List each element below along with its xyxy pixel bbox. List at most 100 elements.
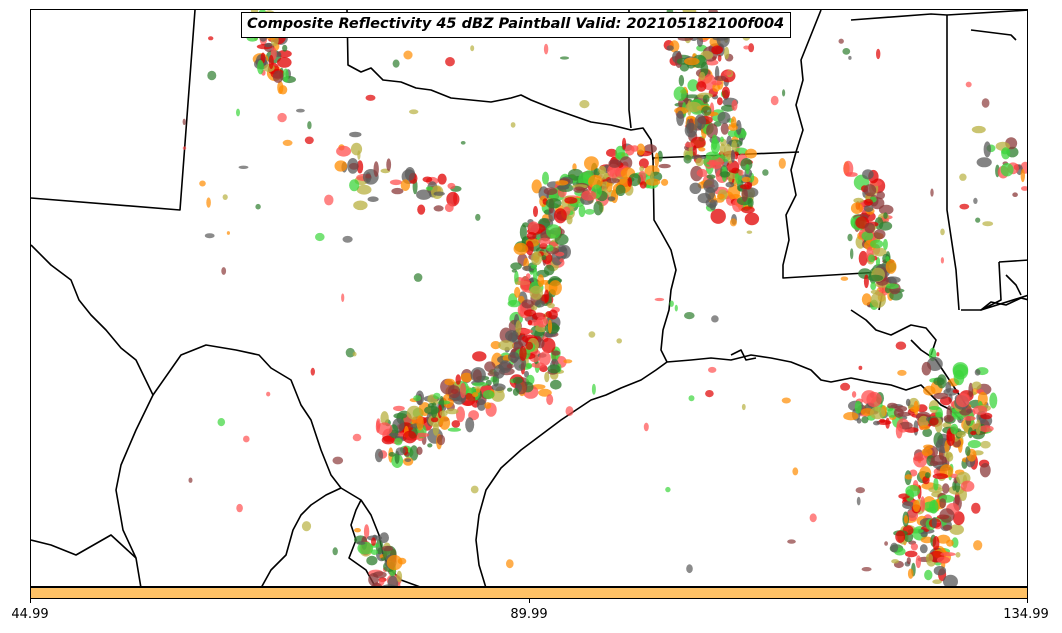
reflectivity-blob <box>445 408 459 415</box>
reflectivity-blob <box>891 559 899 564</box>
reflectivity-blob <box>447 182 456 190</box>
reflectivity-blob <box>726 135 732 147</box>
reflectivity-blob <box>963 416 976 421</box>
reflectivity-blob <box>932 473 949 480</box>
reflectivity-blob <box>858 250 868 266</box>
reflectivity-blob <box>545 311 552 318</box>
reflectivity-blob <box>433 205 444 212</box>
reflectivity-blob <box>1000 163 1014 177</box>
reflectivity-blob <box>868 254 875 263</box>
reflectivity-blob <box>507 351 520 363</box>
reflectivity-blob <box>863 205 874 212</box>
reflectivity-blob <box>696 168 708 178</box>
reflectivity-blob <box>277 50 292 58</box>
reflectivity-blob <box>741 176 751 183</box>
reflectivity-blob <box>514 270 519 285</box>
reflectivity-blob <box>717 111 731 124</box>
reflectivity-blob <box>393 412 408 419</box>
reflectivity-blob <box>738 169 744 176</box>
reflectivity-blob <box>710 139 721 155</box>
reflectivity-blob <box>433 191 445 196</box>
reflectivity-blob <box>430 402 438 419</box>
reflectivity-blob <box>743 45 750 50</box>
reflectivity-blob <box>264 42 273 48</box>
reflectivity-blob <box>526 232 537 240</box>
reflectivity-blob <box>728 124 738 131</box>
reflectivity-blob <box>695 157 704 167</box>
reflectivity-blob <box>936 556 951 564</box>
reflectivity-blob <box>723 70 732 76</box>
reflectivity-blob <box>447 385 461 399</box>
reflectivity-blob <box>455 374 461 385</box>
reflectivity-blob <box>716 193 725 200</box>
reflectivity-blob <box>906 557 911 565</box>
reflectivity-blob <box>884 541 888 546</box>
reflectivity-blob <box>460 141 466 145</box>
reflectivity-blob <box>425 186 433 191</box>
reflectivity-blob <box>1021 186 1027 191</box>
reflectivity-blob <box>744 148 757 159</box>
reflectivity-blob <box>447 427 462 432</box>
reflectivity-blob <box>885 417 890 429</box>
reflectivity-blob <box>741 187 748 202</box>
reflectivity-blob <box>460 372 473 383</box>
reflectivity-blob <box>415 432 430 438</box>
reflectivity-blob <box>973 197 978 204</box>
reflectivity-blob <box>506 559 514 569</box>
reflectivity-blob <box>921 447 933 457</box>
reflectivity-blob <box>910 406 920 413</box>
reflectivity-blob <box>976 157 992 168</box>
reflectivity-blob <box>940 552 956 557</box>
reflectivity-blob <box>353 200 368 211</box>
reflectivity-blob <box>544 371 550 383</box>
reflectivity-blob <box>506 363 514 369</box>
reflectivity-blob <box>690 136 706 149</box>
reflectivity-blob <box>903 515 909 524</box>
reflectivity-blob <box>879 221 893 231</box>
reflectivity-blob <box>579 100 590 109</box>
reflectivity-blob <box>678 74 685 87</box>
reflectivity-blob <box>277 81 284 94</box>
reflectivity-blob <box>277 57 292 68</box>
reflectivity-blob <box>427 443 433 448</box>
reflectivity-blob <box>588 331 596 338</box>
reflectivity-blob <box>930 188 934 197</box>
reflectivity-blob <box>536 316 548 328</box>
reflectivity-blob <box>886 283 899 290</box>
reflectivity-blob <box>375 539 384 555</box>
map-title: Composite Reflectivity 45 dBZ Paintball … <box>241 12 792 38</box>
reflectivity-blob <box>439 415 451 430</box>
reflectivity-blob <box>717 97 723 106</box>
reflectivity-blob <box>885 256 890 262</box>
reflectivity-blob <box>409 445 419 461</box>
reflectivity-blob <box>356 160 364 174</box>
reflectivity-blob <box>706 174 716 180</box>
reflectivity-blob <box>357 541 374 555</box>
reflectivity-blob <box>970 430 977 436</box>
reflectivity-blob <box>980 440 991 449</box>
reflectivity-blob <box>413 273 423 282</box>
reflectivity-blob <box>727 184 741 200</box>
reflectivity-blob <box>388 452 396 457</box>
reflectivity-blob <box>746 230 753 234</box>
reflectivity-blob <box>778 158 786 169</box>
reflectivity-blob <box>572 163 577 171</box>
reflectivity-blob <box>953 369 965 386</box>
reflectivity-blob <box>584 208 595 215</box>
reflectivity-blob <box>512 387 520 396</box>
reflectivity-blob <box>380 411 389 426</box>
reflectivity-blob <box>725 181 735 188</box>
reflectivity-blob <box>533 268 538 283</box>
reflectivity-blob <box>371 549 378 555</box>
reflectivity-blob <box>870 239 884 249</box>
reflectivity-blob <box>687 79 699 92</box>
reflectivity-blob <box>885 259 897 274</box>
reflectivity-blob <box>451 420 461 428</box>
reflectivity-blob <box>983 141 991 158</box>
reflectivity-blob <box>520 276 530 292</box>
reflectivity-blob <box>199 180 206 187</box>
reflectivity-blob <box>307 121 312 130</box>
reflectivity-blob <box>393 405 405 412</box>
reflectivity-blob <box>674 304 678 312</box>
reflectivity-blob <box>406 405 422 420</box>
